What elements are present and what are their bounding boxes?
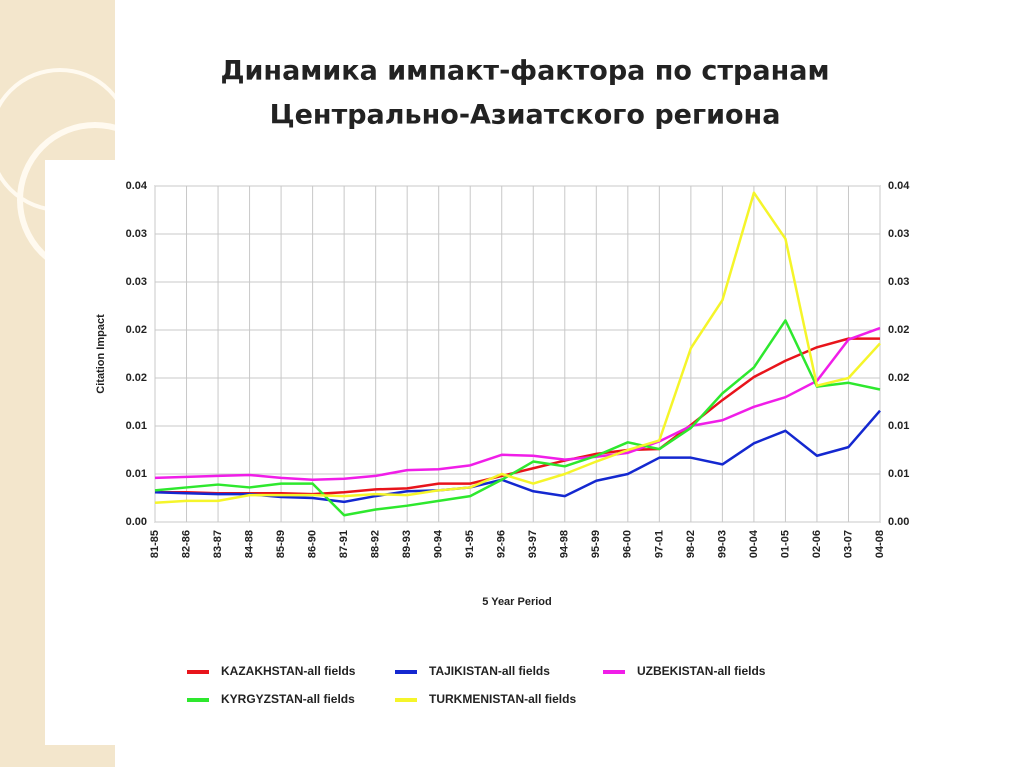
series-line (154, 191, 881, 505)
y-tick-label: 0.04 (126, 180, 148, 192)
y2-tick-label: 0.02 (888, 372, 909, 384)
series-line (154, 409, 881, 504)
x-tick-label: 89-93 (401, 530, 413, 558)
x-tick-label: 88-92 (370, 530, 382, 558)
y-tick-label: 0.01 (126, 468, 147, 480)
legend-label: TAJIKISTAN-all fields (429, 664, 550, 678)
x-tick-label: 83-87 (212, 530, 224, 558)
x-tick-label: 03-07 (842, 530, 854, 558)
x-tick-label: 97-01 (653, 530, 665, 558)
x-tick-label: 95-99 (590, 530, 602, 558)
series-line (154, 319, 881, 517)
title-line: Динамика импакт-фактора по странам (220, 56, 829, 87)
y2-tick-label: 0.04 (888, 180, 910, 192)
legend-label: KYRGYZSTAN-all fields (221, 692, 355, 706)
x-tick-label: 81-85 (149, 530, 161, 558)
series-line (154, 326, 881, 482)
plot-area (154, 185, 881, 523)
x-tick-label: 91-95 (464, 530, 476, 558)
x-tick-label: 02-06 (811, 530, 823, 558)
x-tick-label: 04-08 (874, 530, 886, 558)
y2-tick-label: 0.00 (888, 516, 909, 528)
y-tick-label: 0.03 (126, 276, 147, 288)
y-tick-label: 0.00 (126, 516, 147, 528)
x-tick-label: 82-86 (180, 530, 192, 558)
y-tick-label: 0.03 (126, 228, 147, 240)
x-tick-label: 93-97 (527, 530, 539, 558)
title-line: Центрально-Азиатского региона (270, 100, 781, 131)
legend-label: KAZAKHSTAN-all fields (221, 664, 356, 678)
x-tick-label: 87-91 (338, 530, 350, 558)
x-tick-label: 92-96 (496, 530, 508, 558)
x-tick-label: 86-90 (307, 530, 319, 558)
legend-label: UZBEKISTAN-all fields (637, 664, 766, 678)
y-tick-label: 0.02 (126, 372, 147, 384)
x-tick-label: 85-89 (275, 530, 287, 558)
y-tick-label: 0.02 (126, 324, 147, 336)
x-tick-label: 94-98 (559, 530, 571, 558)
legend-label: TURKMENISTAN-all fields (429, 692, 576, 706)
y-tick-label: 0.01 (126, 420, 147, 432)
x-tick-label: 84-88 (243, 530, 255, 558)
plot: 0.00 0.00 0.01 0.01 0.01 0.01 0.02 0.02 0.02 0.02… (126, 180, 911, 558)
x-axis-title: 5 Year Period (482, 596, 552, 608)
x-tick-label: 00-04 (748, 529, 760, 558)
y-axis-title: Citation Impact (95, 314, 107, 394)
x-tick-label: 98-02 (685, 530, 697, 558)
x-tick-label: 01-05 (779, 530, 791, 558)
y2-tick-label: 0.03 (888, 276, 909, 288)
x-tick-label: 99-03 (716, 530, 728, 558)
x-tick-label: 90-94 (433, 529, 445, 558)
y2-tick-label: 0.02 (888, 324, 909, 336)
y2-tick-label: 0.03 (888, 228, 909, 240)
y2-tick-label: 0.01 (888, 468, 909, 480)
x-tick-label: 96-00 (622, 530, 634, 558)
y2-tick-label: 0.01 (888, 420, 909, 432)
